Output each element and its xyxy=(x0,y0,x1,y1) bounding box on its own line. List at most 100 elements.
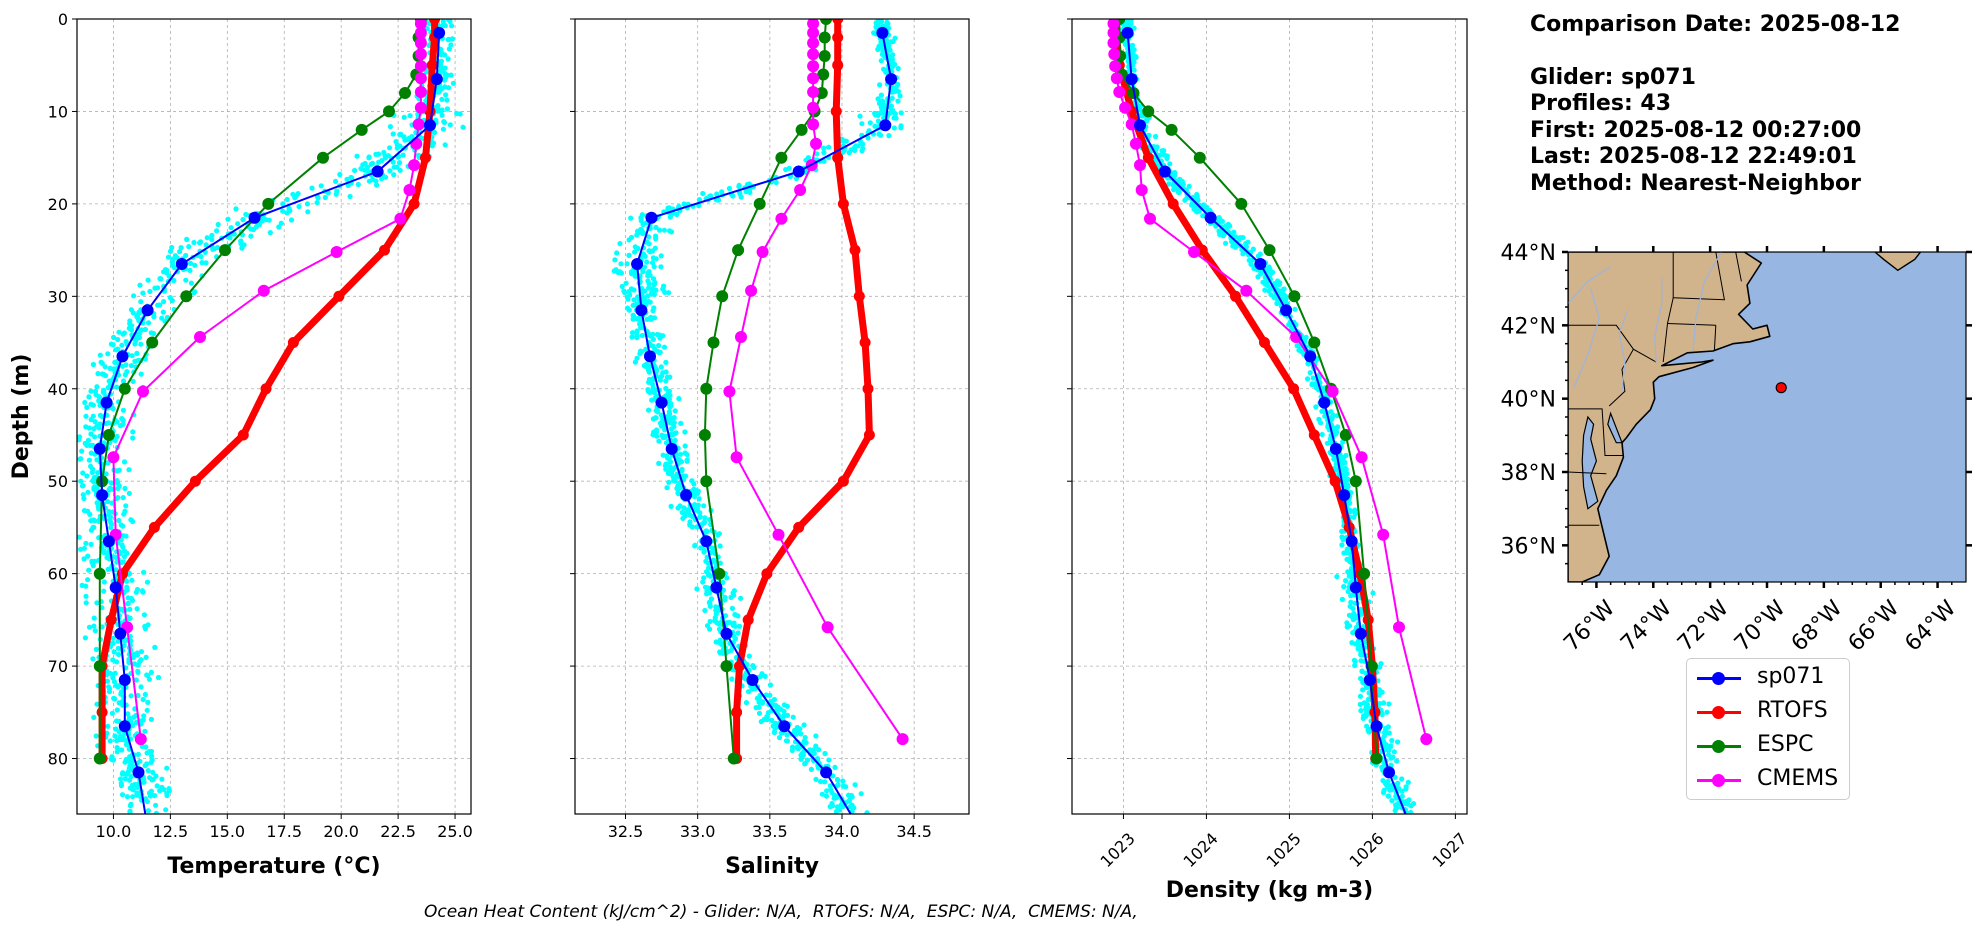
scatter-point xyxy=(379,176,385,182)
scatter-point xyxy=(656,342,662,349)
scatter-point xyxy=(393,139,399,145)
scatter-point xyxy=(846,150,852,156)
x-tick-label: 1026 xyxy=(1345,829,1387,871)
scatter-point xyxy=(124,584,130,590)
data-point-cmems xyxy=(1240,284,1253,297)
scatter-point xyxy=(80,470,86,476)
scatter-point xyxy=(86,624,93,630)
profile-count: Profiles: 43 xyxy=(1530,91,1672,116)
scatter-point xyxy=(706,571,712,577)
scatter-point xyxy=(82,635,88,641)
scatter-point xyxy=(444,106,450,112)
scatter-point xyxy=(118,691,124,697)
scatter-point xyxy=(1359,668,1365,675)
scatter-point xyxy=(90,656,96,662)
scatter-point xyxy=(694,524,700,530)
data-point-cmems xyxy=(1326,385,1339,398)
scatter-point xyxy=(145,320,152,326)
scatter-point xyxy=(309,185,315,191)
scatter-point xyxy=(292,195,298,201)
scatter-point xyxy=(1131,67,1137,73)
scatter-point xyxy=(646,364,652,370)
scatter-point xyxy=(127,606,133,612)
data-point-rtofs xyxy=(237,429,249,441)
scatter-point xyxy=(133,589,139,595)
scatter-point xyxy=(142,728,148,734)
scatter-point xyxy=(280,208,286,214)
scatter-point xyxy=(121,554,128,560)
scatter-point xyxy=(122,737,128,743)
scatter-point xyxy=(1344,624,1350,630)
data-point-espc xyxy=(820,19,833,25)
scatter-point xyxy=(1350,605,1356,612)
scatter-point xyxy=(632,359,639,365)
scatter-point xyxy=(776,735,783,741)
scatter-point xyxy=(678,451,684,457)
scatter-point xyxy=(92,419,98,425)
scatter-point xyxy=(1351,612,1357,618)
scatter-point xyxy=(123,503,129,509)
scatter-point xyxy=(139,588,145,594)
scatter-point xyxy=(450,80,456,86)
data-point-sp071 xyxy=(1318,396,1331,409)
scatter-point xyxy=(140,290,146,296)
scatter-point xyxy=(821,150,827,156)
scatter-point xyxy=(88,388,94,394)
scatter-point xyxy=(728,594,734,601)
scatter-point xyxy=(154,783,160,789)
scatter-point xyxy=(633,334,639,340)
y-tick-label: 20 xyxy=(48,195,68,214)
scatter-point xyxy=(141,713,147,719)
scatter-point xyxy=(1137,106,1143,113)
scatter-point xyxy=(735,630,741,636)
scatter-point xyxy=(457,111,463,117)
scatter-point xyxy=(209,232,215,238)
scatter-point xyxy=(1233,234,1239,240)
scatter-point xyxy=(670,420,676,427)
data-point-rtofs xyxy=(408,198,420,210)
scatter-point xyxy=(702,515,708,521)
x-tick-label: 17.5 xyxy=(266,822,302,841)
glider-scatter xyxy=(611,19,904,814)
scatter-point xyxy=(717,650,723,656)
data-point-cmems xyxy=(794,184,807,196)
scatter-point xyxy=(96,425,102,431)
scatter-point xyxy=(681,505,687,511)
scatter-point xyxy=(678,420,684,426)
data-point-espc xyxy=(93,567,106,580)
scatter-point xyxy=(1255,253,1261,259)
map-content xyxy=(1568,252,1966,582)
lat-tick-label: 36°N xyxy=(1501,534,1556,559)
state-border xyxy=(1662,252,1674,363)
scatter-point xyxy=(681,201,687,207)
scatter-point xyxy=(651,264,657,270)
state-border xyxy=(1667,323,1716,326)
scatter-point xyxy=(137,658,143,664)
data-point-espc xyxy=(817,68,830,81)
scatter-point xyxy=(1399,793,1405,799)
scatter-point xyxy=(833,808,839,814)
data-point-cmems xyxy=(1110,72,1123,85)
scatter-point xyxy=(713,611,719,617)
scatter-point xyxy=(284,196,290,203)
scatter-point xyxy=(864,810,870,814)
scatter-point xyxy=(1399,788,1405,794)
scatter-point xyxy=(1131,59,1137,65)
scatter-point xyxy=(187,267,193,273)
data-point-sp071 xyxy=(879,119,892,132)
scatter-point xyxy=(134,790,140,796)
scatter-point xyxy=(813,733,819,739)
scatter-point xyxy=(442,65,448,71)
scatter-point xyxy=(646,248,652,254)
data-point-cmems xyxy=(1129,137,1142,150)
scatter-point xyxy=(1292,306,1298,312)
scatter-point xyxy=(288,217,295,223)
scatter-point xyxy=(151,331,157,337)
data-point-cmems xyxy=(807,48,820,61)
scatter-point xyxy=(385,153,391,159)
scatter-point xyxy=(166,786,172,792)
land xyxy=(1568,252,1771,582)
scatter-point xyxy=(135,784,141,791)
legend-label: RTOFS xyxy=(1757,698,1828,723)
scatter-point xyxy=(668,503,674,509)
